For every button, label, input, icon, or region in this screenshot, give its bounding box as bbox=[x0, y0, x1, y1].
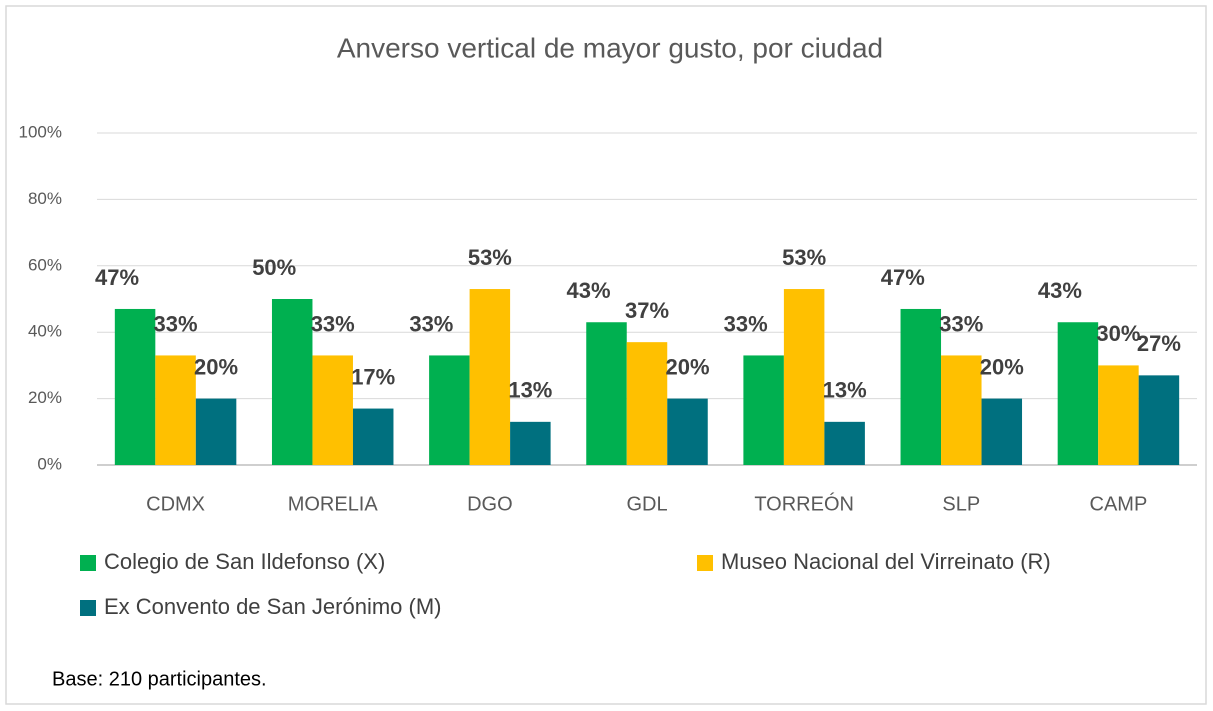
value-label: 33% bbox=[154, 311, 198, 336]
bar bbox=[824, 421, 865, 465]
bar bbox=[312, 355, 353, 465]
x-tick-label: CDMX bbox=[146, 493, 205, 515]
chart-title: Anverso vertical de mayor gusto, por ciu… bbox=[337, 32, 883, 63]
bar bbox=[667, 398, 708, 465]
value-label: 30% bbox=[1096, 321, 1140, 346]
bar bbox=[1098, 365, 1139, 465]
value-label: 53% bbox=[468, 245, 512, 270]
bar bbox=[783, 289, 825, 465]
legend-label: Museo Nacional del Virreinato (R) bbox=[721, 549, 1051, 574]
y-tick-label: 0% bbox=[37, 454, 62, 473]
value-label: 33% bbox=[311, 311, 355, 336]
bar bbox=[941, 355, 982, 465]
value-label: 47% bbox=[95, 265, 139, 290]
legend-swatch bbox=[80, 600, 96, 616]
y-tick-label: 20% bbox=[28, 388, 62, 407]
bar bbox=[155, 355, 196, 465]
bar bbox=[900, 308, 942, 465]
bar bbox=[195, 398, 237, 465]
bar bbox=[743, 355, 784, 465]
x-tick-label: TORREÓN bbox=[754, 492, 854, 515]
bar bbox=[981, 398, 1023, 465]
bar bbox=[586, 322, 627, 465]
value-label: 20% bbox=[980, 354, 1024, 379]
value-label: 27% bbox=[1137, 331, 1181, 356]
bar bbox=[1138, 375, 1180, 465]
value-label: 33% bbox=[724, 311, 768, 336]
value-label: 33% bbox=[409, 311, 453, 336]
footnote: Base: 210 participantes. bbox=[52, 668, 267, 690]
legend-swatch bbox=[80, 555, 96, 571]
legend-label: Colegio de San Ildefonso (X) bbox=[104, 549, 385, 574]
value-label: 13% bbox=[823, 378, 867, 403]
x-tick-label: GDL bbox=[626, 493, 667, 515]
value-label: 53% bbox=[782, 245, 826, 270]
value-label: 37% bbox=[625, 298, 669, 323]
y-tick-label: 60% bbox=[28, 255, 62, 274]
bar bbox=[114, 308, 156, 465]
value-label: 20% bbox=[194, 354, 238, 379]
y-tick-label: 80% bbox=[28, 189, 62, 208]
legend-swatch bbox=[697, 555, 713, 571]
value-label: 17% bbox=[351, 364, 395, 389]
bar bbox=[429, 355, 470, 465]
value-label: 47% bbox=[881, 265, 925, 290]
x-tick-label: DGO bbox=[467, 493, 513, 515]
x-tick-label: CAMP bbox=[1090, 493, 1148, 515]
y-tick-label: 40% bbox=[28, 322, 62, 341]
value-label: 43% bbox=[1038, 278, 1082, 303]
y-tick-label: 100% bbox=[19, 122, 62, 141]
value-label: 33% bbox=[939, 311, 983, 336]
legend-label: Ex Convento de San Jerónimo (M) bbox=[104, 594, 442, 619]
value-label: 50% bbox=[252, 255, 296, 280]
x-tick-label: SLP bbox=[942, 493, 980, 515]
bar bbox=[271, 299, 313, 465]
bar bbox=[1057, 322, 1099, 465]
x-tick-label: MORELIA bbox=[288, 493, 379, 515]
bar bbox=[510, 421, 551, 465]
bar bbox=[352, 408, 394, 465]
bar bbox=[469, 289, 511, 465]
value-label: 13% bbox=[508, 378, 552, 403]
value-label: 20% bbox=[665, 354, 709, 379]
bar bbox=[626, 342, 668, 465]
value-label: 43% bbox=[566, 278, 610, 303]
